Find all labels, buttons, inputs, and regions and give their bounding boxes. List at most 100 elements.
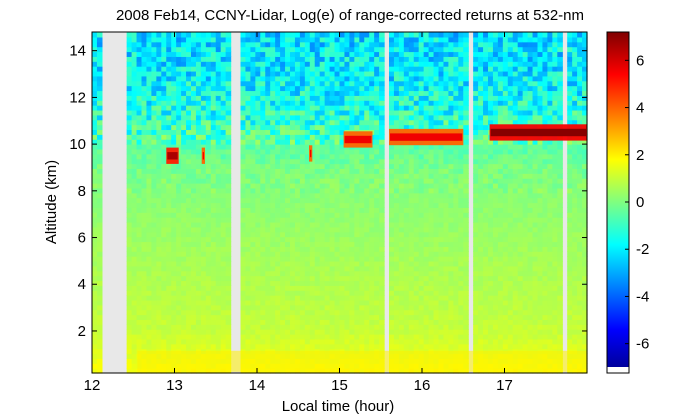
heatmap-cell [220,158,227,165]
heatmap-cell [324,343,331,350]
heatmap-cell [393,217,400,223]
heatmap-cell [309,207,316,213]
heatmap-cell [423,324,430,330]
heatmap-cell [290,246,296,252]
heatmap-cell [290,295,296,301]
heatmap-cell [354,231,360,238]
heatmap-cell [186,241,192,247]
heatmap-cell [280,295,286,301]
heatmap-cell [374,314,380,321]
heatmap-cell [488,319,494,325]
heatmap-cell [364,212,370,218]
heatmap-cell [379,343,385,350]
heatmap-cell [131,80,138,87]
heatmap-cell [191,334,197,340]
heatmap-cell [136,246,143,252]
heatmap-cell [220,334,227,340]
heatmap-cell [161,168,167,174]
heatmap-cell [423,285,430,291]
heatmap-cell [131,319,138,325]
heatmap-cell [463,251,469,257]
heatmap-cell [299,295,306,301]
heatmap-cell [200,168,207,174]
heatmap-cell [369,100,375,106]
heatmap-cell [339,202,346,208]
heatmap-cell [488,309,494,316]
heatmap-cell [334,290,341,296]
heatmap-cell [418,241,425,247]
heatmap-cell [314,100,321,106]
heatmap-cell [339,197,346,204]
heatmap-cell [299,290,306,296]
heatmap-cell [195,197,202,204]
heatmap-cell [299,178,306,184]
heatmap-cell [478,270,484,277]
heatmap-cell [369,334,375,340]
heatmap-cell [304,158,311,165]
heatmap-cell [339,217,346,223]
heatmap-cell [379,70,385,77]
heatmap-cell [156,192,162,199]
chart-title: 2008 Feb14, CCNY-Lidar, Log(e) of range-… [116,7,584,24]
heatmap-cell [478,100,484,106]
heatmap-cell [413,226,420,233]
heatmap-cell [423,241,430,247]
heatmap-cell [136,202,143,208]
heatmap-cell [215,163,222,169]
heatmap-cell [126,197,133,204]
heatmap-cell [344,260,350,267]
heatmap-cell [205,207,212,213]
heatmap-cell [171,95,177,101]
heatmap-cell [319,226,326,233]
heatmap-cell [433,178,440,184]
heatmap-cell [364,183,370,189]
heatmap-cell [389,187,395,194]
heatmap-cell [255,32,261,38]
heatmap-cell [369,36,375,43]
heatmap-cell [408,51,415,57]
heatmap-cell [314,212,321,218]
heatmap-cell [389,197,395,204]
heatmap-cell [285,304,291,311]
heatmap-cell [389,32,395,38]
heatmap-cell [433,124,440,131]
heatmap-cell [240,343,247,350]
heatmap-cell [220,270,227,277]
heatmap-cell [161,334,167,340]
heatmap-cell [458,178,464,184]
heatmap-cell [319,144,326,150]
heatmap-cell [473,334,479,340]
heatmap-cell [151,187,157,194]
heatmap-cell [418,178,425,184]
heatmap-cell [92,275,98,282]
heatmap-cell [191,309,197,316]
heatmap-cell [299,246,306,252]
heatmap-cell [418,324,425,330]
heatmap-cell [433,114,440,121]
heatmap-cell [453,212,459,218]
heatmap-cell [191,217,197,223]
heatmap-cell [374,163,380,169]
heatmap-cell [443,236,449,243]
heatmap-cell [176,80,182,87]
heatmap-cell [314,314,321,321]
heatmap-cell [428,148,435,155]
heatmap-cell [433,75,440,82]
heatmap-cell [398,66,405,72]
heatmap-cell [275,168,281,174]
heatmap-cell [483,285,489,291]
heatmap-cell [309,197,316,204]
heatmap-cell [245,343,251,350]
heatmap-cell [181,314,187,321]
heatmap-cell [141,270,148,277]
heatmap-cell [270,221,276,228]
heatmap-cell [280,246,286,252]
heatmap-cell [413,32,420,38]
heatmap-cell [413,153,420,160]
heatmap-cell [215,168,222,174]
heatmap-cell [413,338,420,345]
heatmap-cell [448,285,454,291]
heatmap-cell [205,197,212,204]
heatmap-cell [210,168,217,174]
heatmap-cell [453,241,459,247]
